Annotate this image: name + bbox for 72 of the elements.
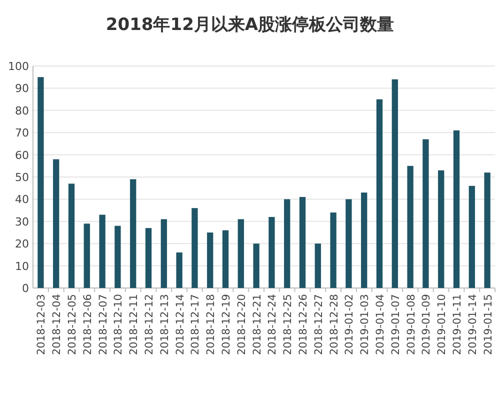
x-tick-label: 2018-12-03: [36, 294, 48, 356]
bar: [176, 252, 182, 288]
y-tick-label: 30: [15, 215, 29, 228]
x-tick-label: 2019-01-15: [482, 294, 494, 356]
y-tick-label: 40: [15, 193, 29, 206]
bar: [361, 192, 368, 288]
bar: [484, 172, 490, 288]
bar: [68, 184, 75, 288]
x-tick-label: 2019-01-10: [436, 294, 448, 356]
x-tick-label: 2018-12-10: [112, 294, 125, 356]
bar: [53, 159, 60, 288]
bar: [114, 226, 121, 288]
x-tick-label: 2018-12-13: [158, 294, 171, 356]
chart-title: 2018年12月以来A股涨停板公司数量: [106, 15, 394, 35]
bar: [130, 179, 136, 288]
x-tick-label: 2018-12-27: [312, 294, 325, 356]
bar: [222, 230, 229, 288]
bar: [160, 219, 167, 288]
x-tick-label: 2018-12-25: [282, 294, 294, 356]
x-tick-label: 2018-12-20: [236, 294, 248, 356]
bar: [346, 199, 352, 288]
x-tick-label: 2018-12-18: [205, 294, 218, 356]
x-tick-label: 2019-01-09: [420, 294, 433, 356]
bar: [268, 216, 275, 288]
bar: [238, 219, 244, 288]
x-tick-label: 2019-01-08: [405, 294, 418, 356]
bar: [407, 166, 414, 288]
y-tick-label: 80: [15, 104, 29, 118]
y-tick-label: 20: [15, 238, 29, 251]
y-tick-label: 70: [15, 126, 29, 140]
bar: [376, 99, 383, 288]
x-tick-label: 2018-12-28: [328, 294, 340, 356]
bar: [253, 244, 260, 288]
x-tick-label: 2018-12-17: [190, 294, 202, 356]
y-tick-label: 10: [15, 260, 29, 273]
x-tick-label: 2018-12-26: [298, 294, 310, 356]
bar: [422, 139, 429, 288]
y-tick-label: 90: [15, 82, 29, 96]
bar: [38, 77, 44, 288]
x-tick-label: 2018-12-12: [144, 294, 156, 356]
bar: [192, 208, 198, 288]
y-tick-label: 50: [15, 171, 29, 184]
bar: [207, 232, 214, 288]
x-tick-label: 2019-01-14: [466, 294, 479, 356]
x-tick-label: 2018-12-14: [174, 294, 186, 356]
x-tick-label: 2019-01-11: [452, 294, 464, 356]
x-tick-label: 2018-12-06: [82, 294, 94, 356]
bar: [330, 212, 336, 288]
bar: [438, 170, 444, 288]
bar: [84, 224, 90, 288]
bar: [299, 196, 306, 288]
x-tick-label: 2018-12-11: [128, 294, 140, 356]
bar: [145, 228, 152, 288]
y-tick-label: 0: [22, 282, 29, 295]
bar: [314, 244, 321, 288]
y-tick-label: 100: [8, 60, 29, 73]
x-tick-label: 2018-12-21: [251, 294, 264, 356]
y-tick-label: 60: [15, 148, 29, 162]
bar: [284, 199, 290, 288]
x-tick-label: 2018-12-24: [266, 294, 279, 356]
bar: [392, 79, 398, 288]
x-tick-label: 2018-12-04: [51, 294, 64, 356]
x-tick-label: 2018-12-07: [97, 294, 110, 356]
bar: [99, 214, 106, 288]
x-tick-label: 2018-12-05: [66, 294, 78, 356]
x-tick-label: 2019-01-03: [359, 294, 372, 356]
x-tick-label: 2019-01-02: [344, 294, 356, 356]
bar: [468, 186, 475, 288]
bar: [453, 130, 460, 288]
x-tick-label: 2019-01-07: [390, 294, 402, 356]
x-tick-label: 2018-12-19: [220, 294, 232, 356]
x-tick-label: 2019-01-04: [374, 294, 386, 356]
